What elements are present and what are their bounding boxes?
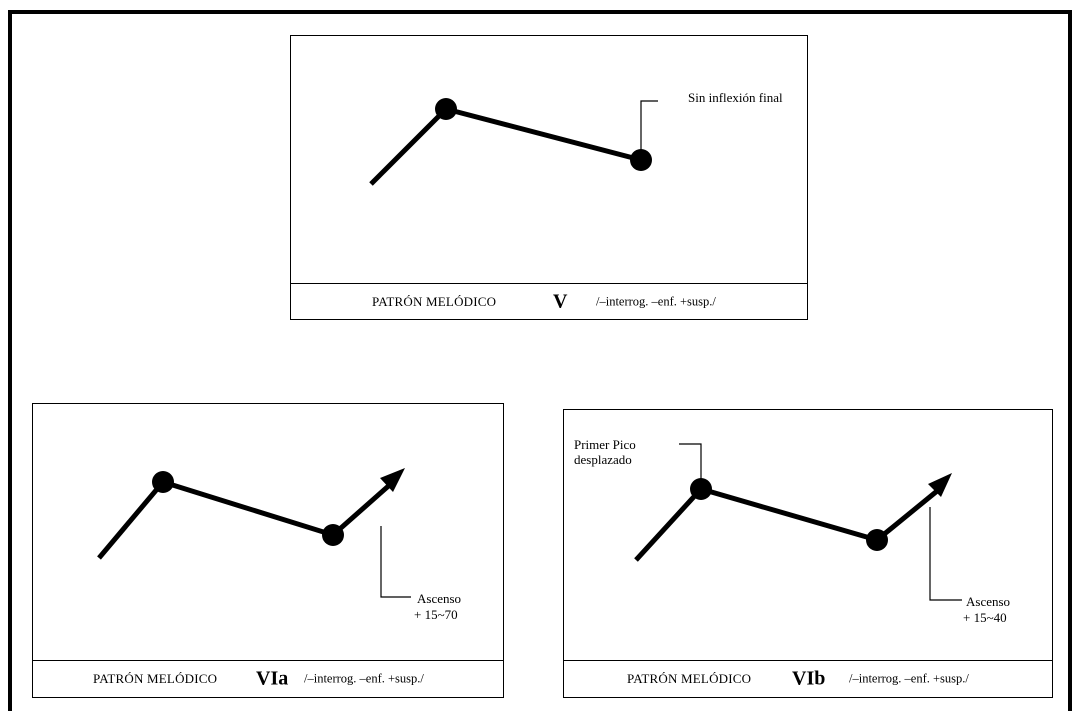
contour-diagram-v [369, 98, 658, 186]
annotation-leader-line [929, 507, 962, 601]
caption-pattern-code: VIb [792, 667, 826, 690]
contour-diagram-vib [634, 443, 962, 601]
annotation-displaced: desplazado [574, 452, 632, 467]
caption-vib: PATRÓN MELÓDICO VIb /–interrog. –enf. +s… [564, 660, 1052, 697]
caption-features: /–interrog. –enf. +susp./ [596, 294, 716, 308]
panel-pattern-via: Ascenso + 15~70 PATRÓN MELÓDICO VIa /–in… [32, 403, 504, 698]
annotation-leader-line [640, 100, 658, 158]
annotation-ascent-range: + 15~70 [414, 607, 458, 622]
caption-pattern-code: V [553, 290, 568, 312]
outer-frame [8, 10, 1072, 711]
caption-pattern-label: PATRÓN MELÓDICO [372, 293, 497, 309]
caption-features: /–interrog. –enf. +susp./ [304, 671, 424, 686]
pitch-contour-line [97, 479, 395, 560]
contour-diagram-via [97, 468, 411, 598]
pitch-contour-line [369, 106, 642, 186]
annotation-ascent-label: Ascenso [966, 594, 1011, 609]
caption-features: /–interrog. –enf. +susp./ [849, 671, 969, 686]
caption-via: PATRÓN MELÓDICO VIa /–interrog. –enf. +s… [33, 660, 503, 697]
rising-arrowhead [380, 468, 405, 492]
rising-arrowhead [928, 473, 952, 497]
annotation-leader-line [679, 443, 702, 480]
annotation-first-peak: Primer Pico [574, 437, 636, 452]
caption-v: PATRÓN MELÓDICO V /–interrog. –enf. +sus… [291, 283, 807, 319]
panel-pattern-v: Sin inflexión final PATRÓN MELÓDICO V /–… [290, 35, 808, 320]
annotation-leader-line [380, 526, 411, 598]
displaced-peak-node [690, 478, 712, 500]
peak-node [152, 471, 174, 493]
annotation-no-final-inflection: Sin inflexión final [688, 90, 783, 105]
caption-pattern-label: PATRÓN MELÓDICO [627, 671, 752, 686]
panel-pattern-vib: Primer Pico desplazado Ascenso + 15~40 P… [563, 409, 1053, 698]
annotation-ascent-range: + 15~40 [963, 610, 1007, 625]
final-node [630, 149, 652, 171]
annotation-ascent-label: Ascenso [417, 591, 462, 606]
peak-node [435, 98, 457, 120]
pitch-contour-line [634, 485, 944, 562]
valley-node [866, 529, 888, 551]
caption-pattern-code: VIa [256, 667, 289, 690]
valley-node [322, 524, 344, 546]
caption-pattern-label: PATRÓN MELÓDICO [93, 671, 218, 686]
